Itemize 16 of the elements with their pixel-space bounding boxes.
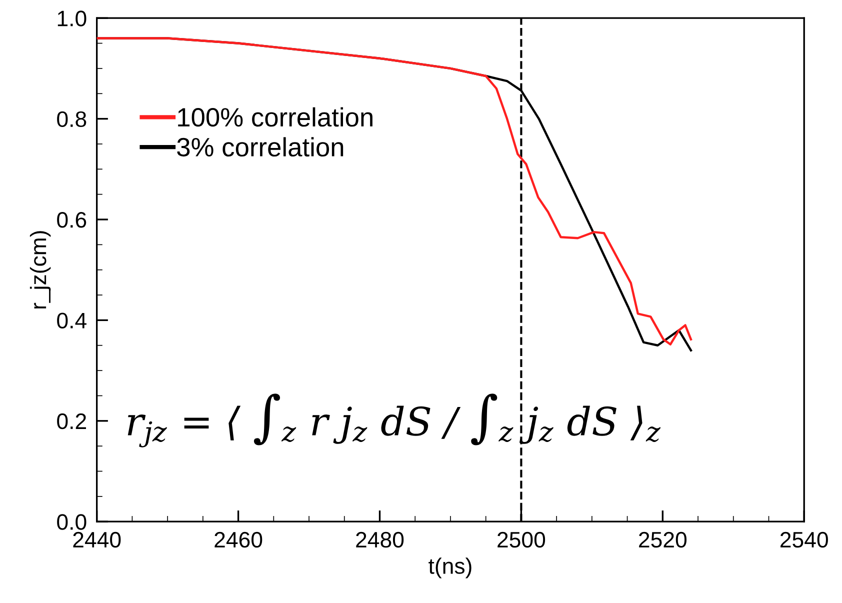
x-tick-label: 2520	[639, 532, 687, 548]
legend-label: 3% correlation	[177, 137, 344, 157]
y-tick-label: 1.0	[58, 10, 86, 26]
y-tick-label: 0.8	[57, 111, 86, 128]
y-tick-label: 0.4	[57, 312, 86, 328]
y-tick-label: 0.0	[57, 514, 86, 530]
y-axis-title: r_jz(cm)	[30, 231, 51, 308]
y-tick-label: 0.2	[57, 413, 86, 430]
x-tick-label: 2540	[780, 532, 828, 548]
x-tick-label: 2460	[214, 532, 262, 548]
legend-label: 100% correlation	[178, 107, 372, 127]
y-tick-label: 0.6	[57, 212, 86, 228]
x-axis-title: t(ns)	[428, 558, 472, 578]
x-tick-label: 2440	[73, 532, 121, 548]
x-tick-label: 2500	[498, 532, 546, 548]
x-tick-label: 2480	[356, 532, 404, 548]
